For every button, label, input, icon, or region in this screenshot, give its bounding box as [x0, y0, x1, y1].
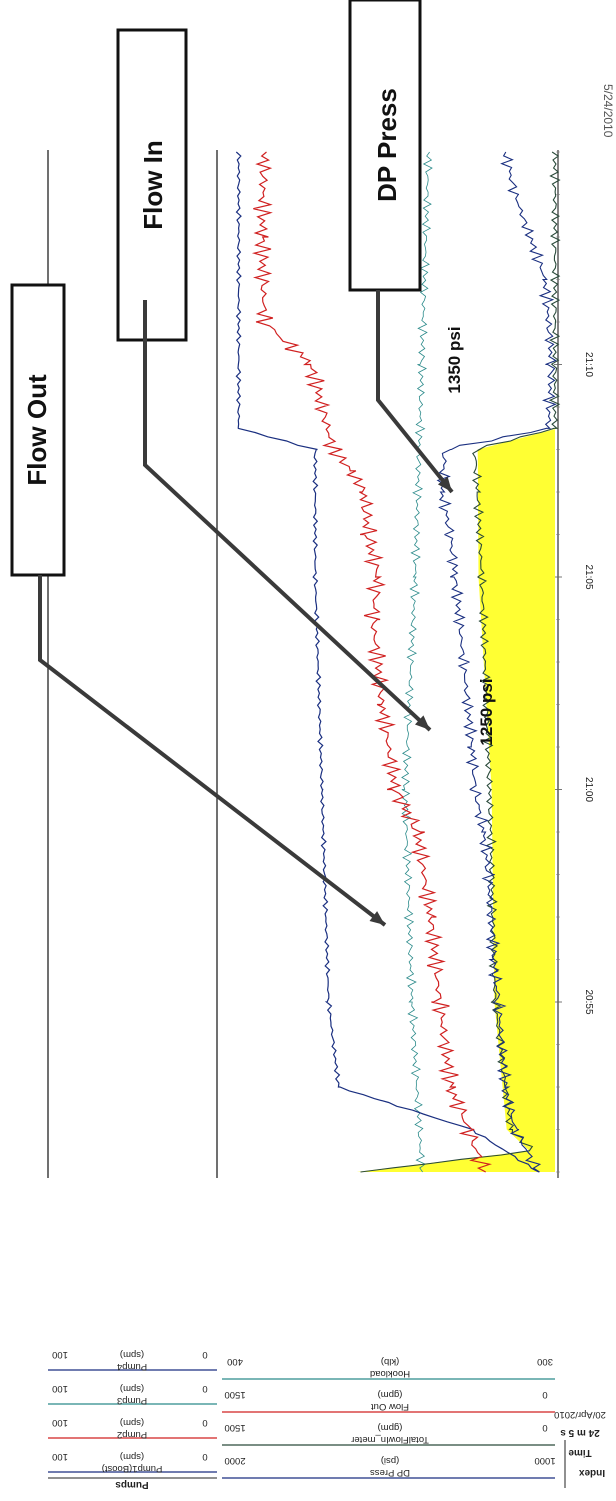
legend-min-hookload: 300 [537, 1356, 553, 1367]
legend-max-flow_out: 1500 [224, 1389, 245, 1400]
callout-arrow-dp_press [376, 290, 454, 494]
callout-box-flow_in [116, 28, 188, 342]
date-fragment: 5/24/2010 [601, 84, 615, 138]
legend-max-dp_press: 2000 [224, 1455, 245, 1466]
legend-date: 20/Apr/2010 [554, 1409, 606, 1420]
legend-title-hookload: Hookload [370, 1368, 410, 1379]
callout-label-flow_out: Flow Out [22, 374, 52, 486]
legend-unit-pump3: (spm) [120, 1383, 144, 1394]
callout-arrowhead-flow_out [369, 911, 385, 925]
legend-title-pump4: Pump4 [117, 1361, 147, 1372]
legend-max-pump4: 100 [52, 1349, 68, 1360]
legend-unit-pump1: (spm) [120, 1451, 144, 1462]
legend-time-span: 24 m 5 s [560, 1427, 600, 1438]
legend-time-label: Time [568, 1447, 592, 1458]
legend-max-pump3: 100 [52, 1383, 68, 1394]
legend-title-pump3: Pump3 [117, 1395, 147, 1406]
legend-pumps-header: Pumps [115, 1479, 149, 1490]
flow-in-fill-area [356, 428, 559, 1172]
legend-unit-pump2: (spm) [120, 1417, 144, 1428]
legend-title-flow_out: Flow Out [371, 1401, 409, 1412]
legend-unit-total_flow: (gpm) [378, 1422, 403, 1433]
series-line-total-flow-in [360, 151, 561, 1173]
legend-title-pump1: Pump1(Boost) [102, 1463, 163, 1474]
callout-arrow-flow_out [38, 575, 387, 927]
legend-unit-dp_press: (psi) [381, 1455, 399, 1466]
legend-unit-hookload: (klb) [381, 1356, 399, 1367]
legend-title-total_flow: TotalFlowIn_meter [351, 1434, 429, 1445]
annotation-1250-psi: 1250 psi [477, 678, 496, 745]
chart-series: 1350 psi 1250 psi [235, 151, 561, 1173]
legend-min-pump2: 0 [202, 1417, 207, 1428]
time-tick-label-0: 20:55 [583, 989, 594, 1014]
chart-callouts: Flow Out Flow In DP Press [10, 0, 454, 927]
callout-arrow-flow_in [143, 300, 432, 732]
chart-legend: Index Time 24 m 5 s 20/Apr/2010 DP Press(psi… [48, 1349, 606, 1490]
time-tick-label-3: 21:10 [583, 352, 594, 377]
legend-unit-flow_out: (gpm) [378, 1389, 403, 1400]
series-line-dp-press [436, 151, 557, 1173]
legend-max-total_flow: 1500 [224, 1422, 245, 1433]
callout-arrowhead-dp_press [437, 476, 452, 492]
time-tick-label-1: 21:00 [583, 777, 594, 802]
callout-label-flow_in: Flow In [138, 140, 168, 230]
callout-label-dp_press: DP Press [372, 88, 402, 202]
legend-min-flow_out: 0 [542, 1389, 547, 1400]
legend-title-pump2: Pump2 [117, 1429, 147, 1440]
callout-box-flow_out [10, 283, 66, 577]
callout-box-dp_press [348, 0, 422, 292]
legend-min-pump1: 0 [202, 1451, 207, 1462]
time-tick-label-2: 21:05 [583, 564, 594, 589]
series-line-hookload [401, 151, 433, 1173]
legend-max-pump1: 100 [52, 1451, 68, 1462]
legend-min-pump3: 0 [202, 1383, 207, 1394]
annotation-1350-psi: 1350 psi [445, 326, 464, 393]
legend-max-hookload: 400 [227, 1356, 243, 1367]
series-line-pump1 [235, 151, 540, 1173]
callout-arrowhead-flow_in [414, 715, 430, 730]
legend-min-pump4: 0 [202, 1349, 207, 1360]
series-line-flow-out [251, 151, 492, 1173]
legend-max-pump2: 100 [52, 1417, 68, 1428]
legend-min-total_flow: 0 [542, 1422, 547, 1433]
legend-min-dp_press: 1000 [534, 1455, 555, 1466]
legend-unit-pump4: (spm) [120, 1349, 144, 1360]
legend-title-dp_press: DP Press [370, 1467, 410, 1478]
legend-index-header: Index [579, 1467, 606, 1478]
